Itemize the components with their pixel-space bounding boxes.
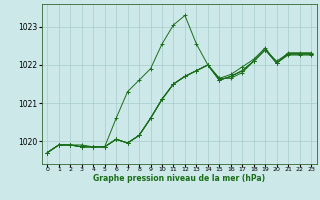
X-axis label: Graphe pression niveau de la mer (hPa): Graphe pression niveau de la mer (hPa) xyxy=(93,174,265,183)
